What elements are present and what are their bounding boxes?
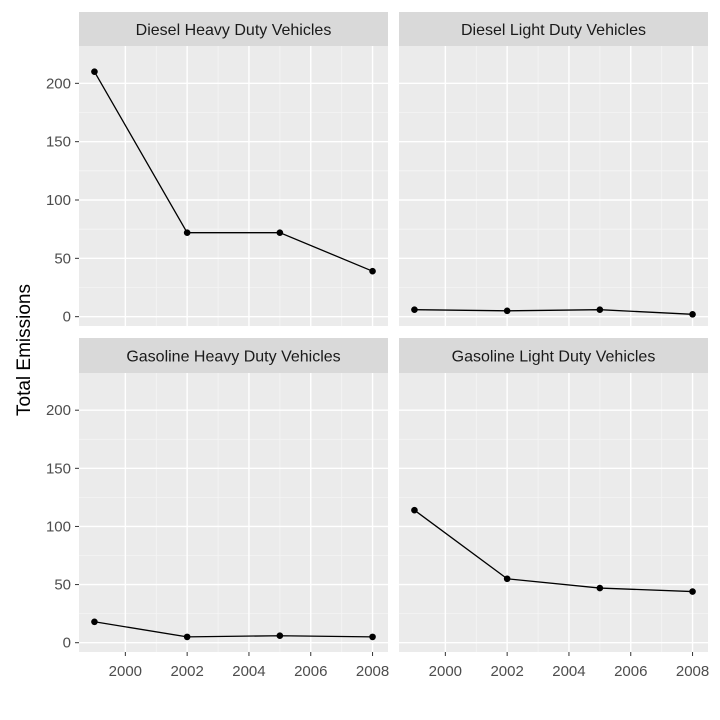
data-point [503,307,511,315]
panel-background [79,373,388,652]
facet-title: Diesel Heavy Duty Vehicles [136,22,332,39]
data-point [183,633,191,641]
data-point [276,632,284,640]
y-tick-label: 200 [46,75,71,92]
data-point [369,267,376,275]
series-line [414,309,693,315]
panel-background [399,46,708,326]
data-point [411,506,418,514]
series-line [414,509,693,593]
y-tick-label: 0 [63,309,71,326]
facet-strip [79,12,388,46]
data-point [596,306,604,313]
y-axis-title: Total Emissions [14,284,35,416]
facet-title: Gasoline Light Duty Vehicles [452,349,656,366]
x-tick-label: 2000 [429,663,462,680]
data-point [411,306,418,313]
x-tick-label: 2006 [294,663,327,680]
facet-strip [79,338,388,373]
data-point [276,229,284,236]
series-line [94,621,373,638]
y-tick-label: 100 [46,192,71,209]
data-point [503,575,511,583]
data-point [91,68,98,75]
x-tick-label: 2008 [676,663,709,680]
panel-background [79,46,388,326]
facet-title: Gasoline Heavy Duty Vehicles [126,349,340,366]
x-tick-label: 2004 [552,663,585,680]
data-point [91,618,98,626]
data-point [689,311,696,318]
y-tick-label: 200 [46,402,71,419]
data-point [369,633,376,641]
y-tick-label: 150 [46,460,71,477]
x-tick-label: 2006 [614,663,647,680]
y-tick-label: 150 [46,134,71,151]
y-tick-label: 0 [63,635,71,652]
x-tick-label: 2002 [170,663,203,680]
y-tick-label: 50 [54,577,71,594]
series-line [93,71,373,272]
y-tick-label: 100 [46,518,71,535]
data-point [596,584,604,592]
x-tick-label: 2002 [490,663,523,680]
facet-strip [399,12,708,46]
data-point [689,588,696,595]
facet-strip [399,338,708,373]
data-point [183,229,191,236]
x-tick-label: 2000 [109,663,142,680]
x-tick-label: 2004 [232,663,265,680]
facet-title: Diesel Light Duty Vehicles [461,22,646,39]
y-tick-label: 50 [54,250,71,267]
x-tick-label: 2008 [356,663,389,680]
panel-background [399,373,708,652]
